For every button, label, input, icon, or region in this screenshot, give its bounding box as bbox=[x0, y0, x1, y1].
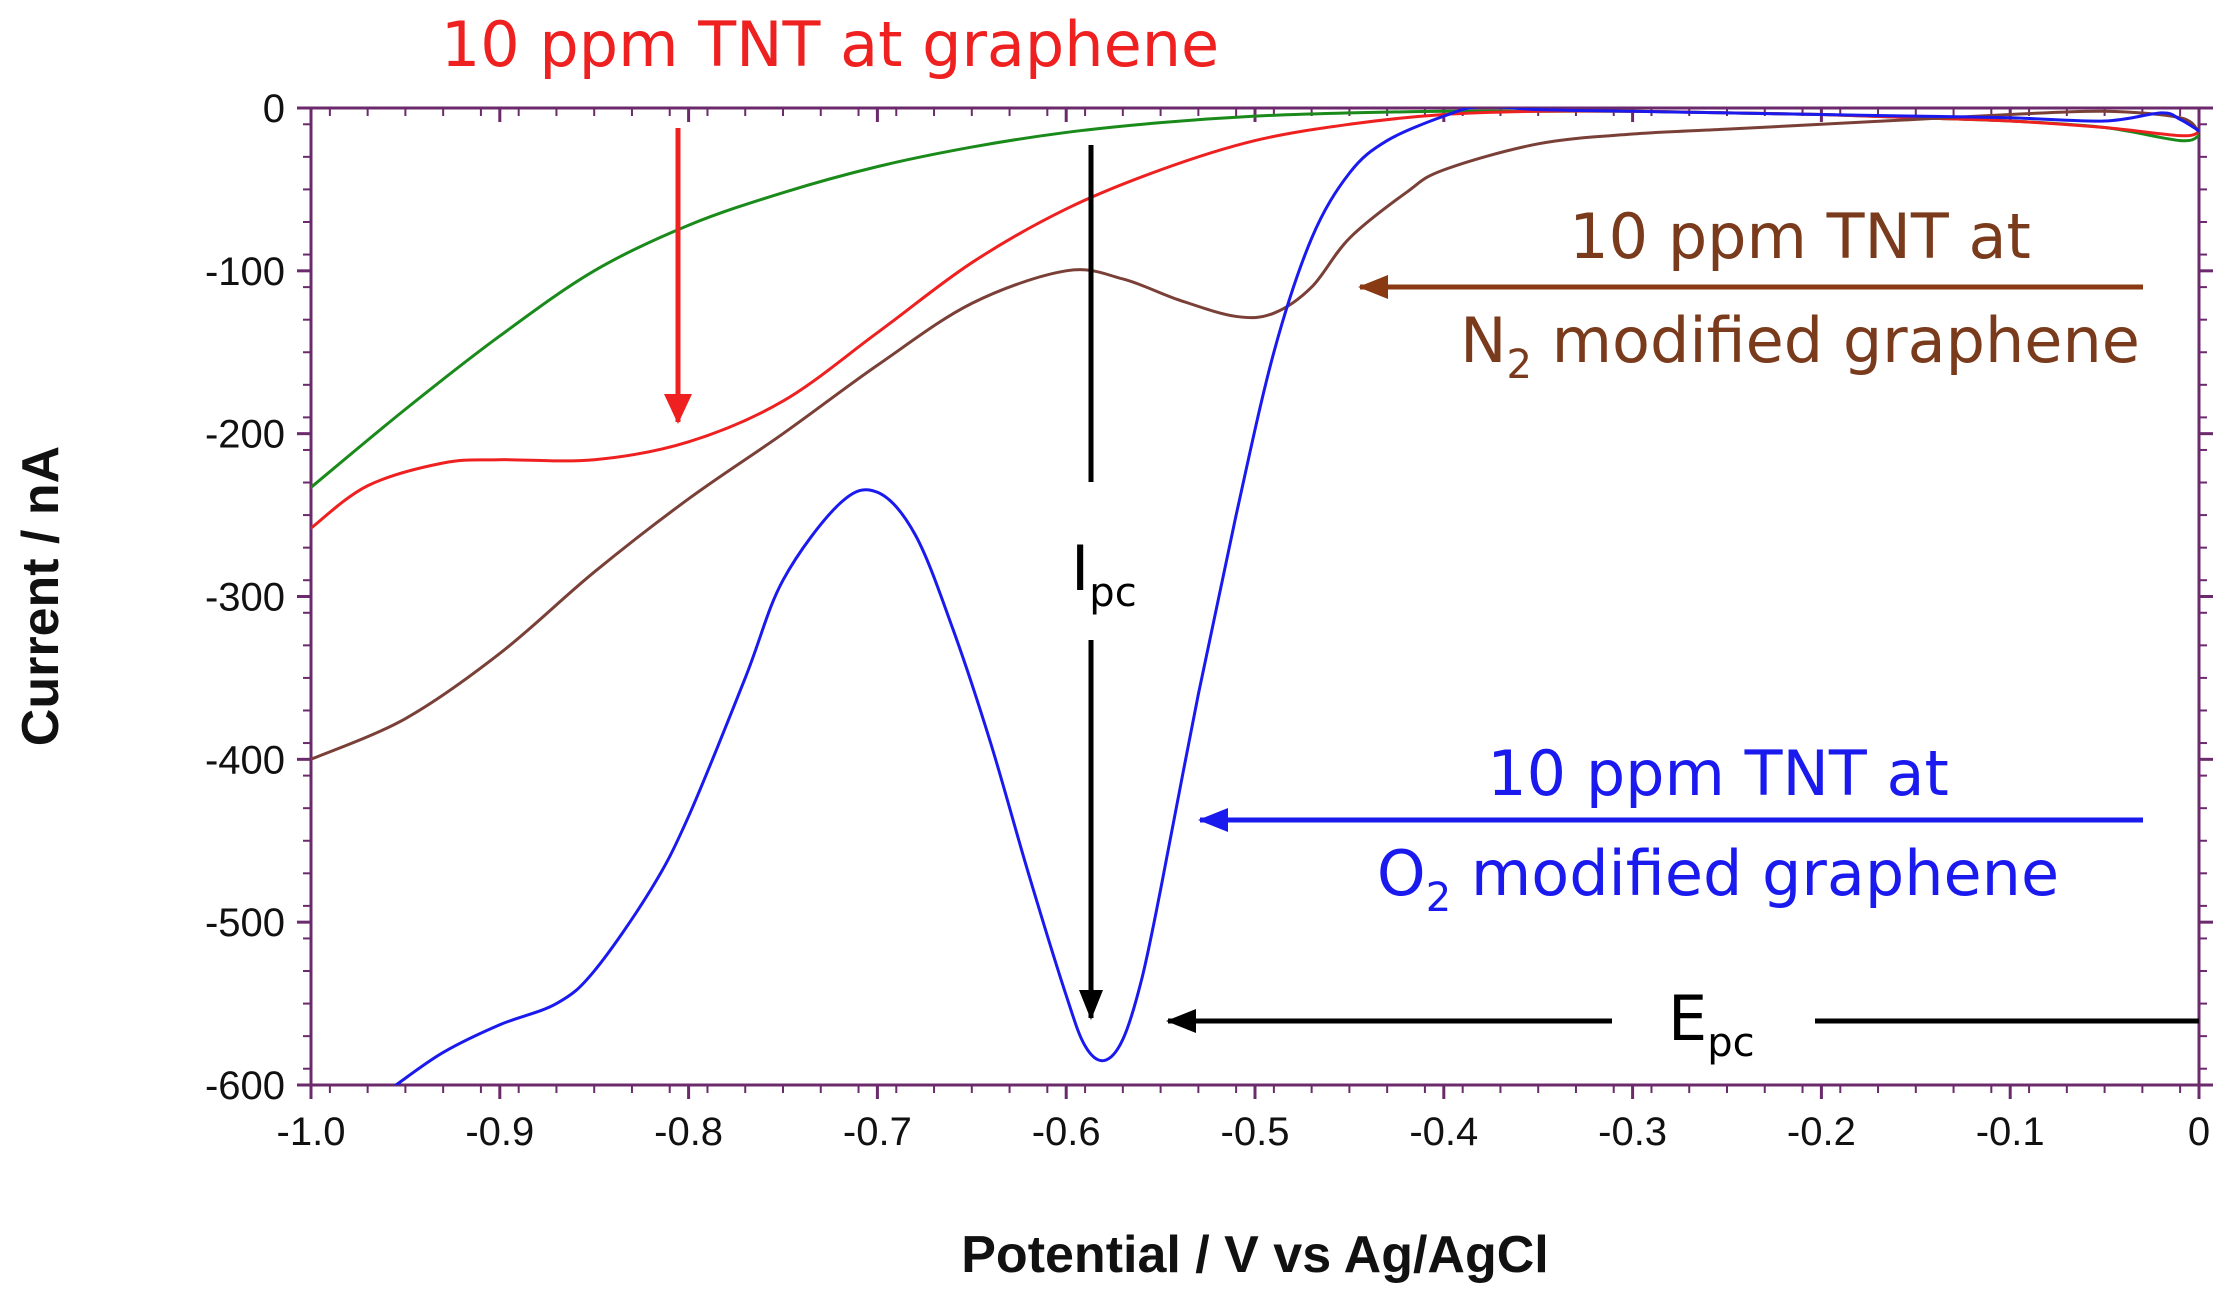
annotation-o2-main: O bbox=[1377, 837, 1426, 910]
annotation-o2-line2: O2 modified graphene bbox=[1377, 837, 2059, 921]
annotation-n2-sub: 2 bbox=[1506, 342, 1531, 388]
epc-sub: pc bbox=[1707, 1020, 1754, 1066]
x-tick-label: 0 bbox=[2188, 1110, 2210, 1154]
series-layer bbox=[311, 108, 2199, 1085]
x-tick-label: -0.5 bbox=[1221, 1110, 1290, 1154]
y-tick-label: -200 bbox=[205, 413, 285, 457]
annotation-n2-line2: N2 modified graphene bbox=[1460, 304, 2140, 388]
x-axis-title: Potential / V vs Ag/AgCl bbox=[961, 1226, 1549, 1284]
x-tick-label: -0.4 bbox=[1409, 1110, 1478, 1154]
x-tick-label: -1.0 bbox=[277, 1110, 346, 1154]
x-tick-label: -0.9 bbox=[465, 1110, 534, 1154]
annotation-graphene-label: 10 ppm TNT at graphene bbox=[441, 8, 1219, 81]
x-tick-label: -0.8 bbox=[654, 1110, 723, 1154]
annotation-ipc: Ipc bbox=[1071, 145, 1137, 1020]
annotation-n2-main: N bbox=[1460, 304, 1506, 377]
ipc-sub: pc bbox=[1089, 570, 1136, 616]
x-tick-label: -0.2 bbox=[1787, 1110, 1856, 1154]
series-line-10-ppm-tnt-at-o2-modified-graphene bbox=[394, 108, 2199, 1085]
annotation-graphene: 10 ppm TNT at graphene bbox=[441, 8, 1219, 424]
y-axis-title: Current / nA bbox=[12, 446, 70, 746]
epc-main: E bbox=[1668, 982, 1707, 1055]
x-tick-label: -0.3 bbox=[1598, 1110, 1667, 1154]
annotation-n2-rest: modified graphene bbox=[1532, 304, 2140, 377]
axis-ticks bbox=[297, 106, 2213, 1099]
annotation-o2-rest: modified graphene bbox=[1451, 837, 2059, 910]
annotation-o2: 10 ppm TNT at O2 modified graphene bbox=[1198, 737, 2143, 921]
epc-label: Epc bbox=[1668, 982, 1755, 1066]
y-tick-label: 0 bbox=[263, 87, 285, 131]
annotation-epc: Epc bbox=[1166, 982, 2199, 1066]
x-tick-label: -0.1 bbox=[1976, 1110, 2045, 1154]
ipc-label: Ipc bbox=[1071, 532, 1137, 616]
y-tick-label: -300 bbox=[205, 576, 285, 620]
y-tick-label: -500 bbox=[205, 901, 285, 945]
x-tick-label: -0.6 bbox=[1032, 1110, 1101, 1154]
annotation-o2-line1: 10 ppm TNT at bbox=[1487, 737, 1949, 810]
axis-tick-labels: -1.0 -0.9 -0.8 -0.7 -0.6 -0.5 -0.4 -0.3 -0.2 -0.1… bbox=[205, 87, 2210, 1154]
y-tick-label: -400 bbox=[205, 738, 285, 782]
series-line-10-ppm-tnt-at-n2-modified-graphene bbox=[311, 109, 2199, 761]
x-tick-label: -0.7 bbox=[843, 1110, 912, 1154]
annotation-n2-line1: 10 ppm TNT at bbox=[1569, 200, 2031, 273]
y-tick-label: -100 bbox=[205, 250, 285, 294]
annotation-o2-sub: 2 bbox=[1426, 875, 1451, 921]
y-tick-label: -600 bbox=[205, 1064, 285, 1108]
ipc-main: I bbox=[1071, 532, 1089, 605]
annotation-n2: 10 ppm TNT at N2 modified graphene bbox=[1358, 200, 2143, 388]
